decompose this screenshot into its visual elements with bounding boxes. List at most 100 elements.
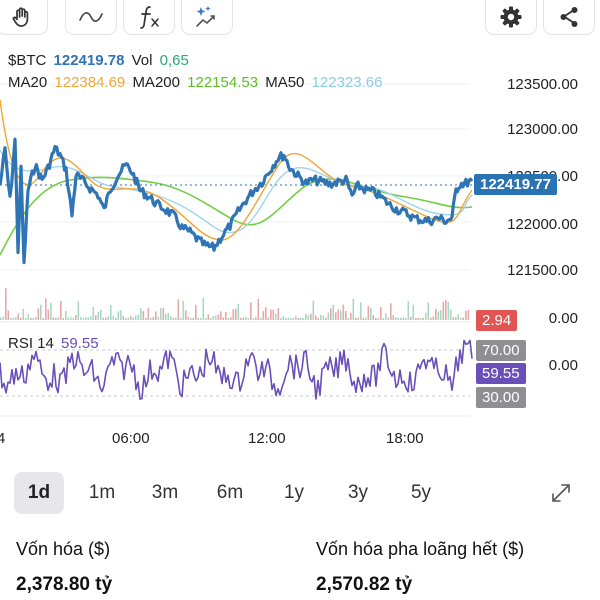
- volume-bar: [360, 302, 362, 320]
- ma20-label: MA20: [8, 74, 48, 91]
- volume-bar: [352, 298, 355, 320]
- volume-bar: [435, 309, 437, 320]
- volume-bar: [315, 315, 317, 320]
- volume-bar: [52, 317, 55, 320]
- range-3y-button[interactable]: 3y: [347, 482, 369, 503]
- ai-sparkle-tool-button[interactable]: [181, 0, 233, 35]
- volume-bar: [390, 303, 392, 320]
- volume-bar: [152, 316, 155, 320]
- volume-bar: [450, 309, 452, 320]
- volume-bar: [102, 317, 105, 320]
- volume-bar: [87, 317, 90, 320]
- ma50-value: 122323.66: [311, 74, 383, 91]
- volume-bar: [147, 307, 150, 320]
- price-value: 122419.78: [53, 52, 125, 69]
- volume-bar: [397, 317, 400, 320]
- symbol-label: $BTC: [8, 52, 47, 69]
- volume-bar: [32, 317, 35, 320]
- volume-bar: [262, 311, 265, 320]
- volume-bar: [157, 316, 160, 320]
- volume-bar: [265, 307, 267, 320]
- volume-bar: [320, 315, 322, 320]
- range-1y-button[interactable]: 1y: [283, 482, 305, 503]
- volume-tag: 2.94: [476, 310, 518, 331]
- time-tick-0600: 06:00: [112, 430, 150, 447]
- volume-bar: [127, 317, 130, 320]
- ma200-line: [0, 176, 473, 256]
- range-3m-button[interactable]: 3m: [151, 482, 179, 503]
- rsi-label: RSI 14: [8, 335, 54, 352]
- volume-bar: [245, 317, 247, 320]
- volume-bar: [10, 317, 12, 320]
- vol-value: 0,65: [159, 52, 189, 69]
- volume-bar: [427, 302, 430, 320]
- volume-bar: [280, 317, 282, 320]
- volume-bar: [177, 299, 180, 320]
- volume-bar: [85, 317, 87, 320]
- volume-bar: [342, 304, 345, 320]
- price-line: [0, 137, 474, 265]
- line-tool-button[interactable]: [65, 0, 117, 35]
- volume-bar: [115, 317, 117, 320]
- hand-tool-button[interactable]: [0, 0, 48, 35]
- ma20-value: 122384.69: [54, 74, 126, 91]
- volume-tick: 0.00: [548, 310, 578, 327]
- volume-bar: [205, 317, 207, 320]
- volume-bar: [112, 315, 115, 320]
- volume-bar: [15, 317, 17, 320]
- volume-bar: [2, 316, 5, 320]
- range-1m-button[interactable]: 1m: [88, 482, 116, 503]
- share-button[interactable]: [543, 0, 595, 35]
- volume-bar: [307, 315, 310, 320]
- volume-bar: [402, 317, 405, 320]
- sparkle-trend-icon: [196, 6, 215, 27]
- volume-bar: [237, 303, 240, 320]
- volume-bar: [132, 317, 135, 320]
- volume-bar: [330, 308, 332, 320]
- volume-bar: [345, 310, 347, 320]
- volume-bar: [432, 316, 435, 320]
- range-6m-button[interactable]: 6m: [216, 482, 244, 503]
- volume-bar: [100, 309, 102, 320]
- volume-bar: [340, 310, 342, 320]
- function-fx-icon: [140, 6, 159, 29]
- volume-bar: [225, 312, 227, 320]
- rsi-lower-tag: 30.00: [476, 387, 526, 408]
- volume-bar: [162, 307, 165, 320]
- volume-bar: [250, 302, 252, 320]
- volume-bar: [72, 317, 75, 320]
- volume-bar: [270, 309, 272, 320]
- hand-icon: [12, 7, 29, 27]
- volume-bar: [247, 317, 250, 320]
- range-5y-button[interactable]: 5y: [410, 482, 432, 503]
- volume-bar: [277, 308, 280, 320]
- volume-bar: [430, 317, 432, 320]
- volume-bar: [22, 308, 25, 320]
- volume-bar: [310, 313, 312, 320]
- volume-bar: [92, 307, 95, 320]
- volume-bar: [210, 317, 212, 320]
- volume-bar: [235, 308, 237, 320]
- volume-bar: [322, 315, 325, 320]
- curve-line-icon: [79, 12, 103, 22]
- range-1d-button[interactable]: 1d: [14, 472, 64, 514]
- volume-bar: [110, 305, 112, 320]
- fullscreen-button[interactable]: [540, 472, 582, 514]
- gear-icon: [500, 6, 522, 28]
- volume-bar: [75, 314, 77, 320]
- price-chart[interactable]: [0, 0, 600, 460]
- volume-bar: [180, 317, 182, 320]
- volume-bar: [382, 318, 385, 320]
- volume-bar: [335, 312, 337, 320]
- settings-button[interactable]: [485, 0, 537, 35]
- volume-bar: [305, 313, 307, 320]
- volume-bar: [302, 317, 305, 320]
- function-tool-button[interactable]: [123, 0, 175, 35]
- volume-bar: [275, 313, 277, 320]
- volume-bar: [107, 316, 110, 320]
- volume-bar: [337, 309, 340, 320]
- volume-bar: [285, 317, 287, 320]
- volume-bar: [190, 317, 192, 320]
- volume-bar: [212, 315, 215, 320]
- volume-bar: [120, 310, 122, 320]
